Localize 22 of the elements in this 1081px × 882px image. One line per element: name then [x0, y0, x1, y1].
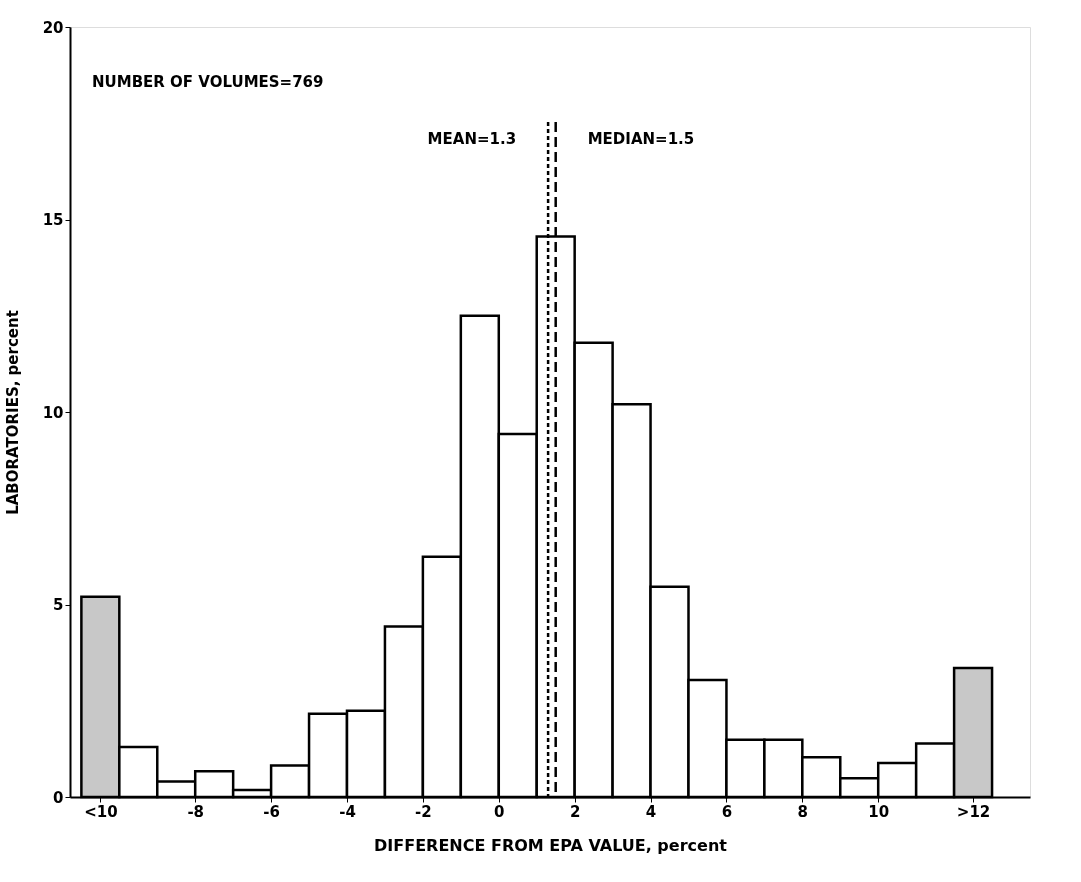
x-tick-label: -8 — [187, 802, 205, 821]
y-axis-title: LABORATORIES, percent — [3, 310, 22, 515]
x-tick-label: 2 — [569, 802, 581, 821]
y-tick-label: 10 — [42, 403, 64, 422]
x-tick-label: 8 — [797, 802, 809, 821]
x-tick-label: -4 — [339, 802, 356, 821]
y-tick-label: 0 — [53, 788, 64, 807]
x-tick-label: -6 — [263, 802, 280, 821]
x-tick-label: 10 — [868, 802, 890, 821]
x-tick-label: 4 — [645, 802, 657, 821]
annotation: NUMBER OF VOLUMES=769 — [92, 73, 324, 91]
x-tick-label: 0 — [494, 802, 505, 821]
ref-line-label: MEAN=1.3 — [427, 130, 517, 148]
y-tick-label: 15 — [42, 211, 64, 229]
y-tick-label: 5 — [53, 596, 64, 614]
x-tick-label: >12 — [956, 802, 991, 821]
ref-line-label: MEDIAN=1.5 — [587, 130, 695, 148]
y-tick-label: 20 — [42, 18, 64, 37]
x-tick-label: -2 — [415, 802, 432, 821]
x-axis-title: DIFFERENCE FROM EPA VALUE, percent — [374, 835, 728, 855]
x-tick-label: 6 — [721, 802, 733, 821]
x-tick-label: <10 — [84, 802, 118, 821]
